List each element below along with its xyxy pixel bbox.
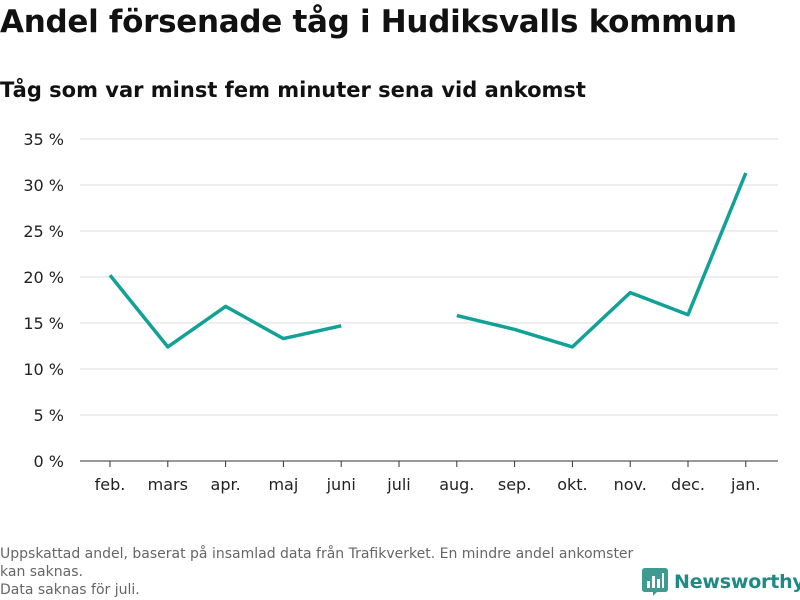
x-tick-label: aug. bbox=[439, 475, 474, 494]
bar-chart-logo-icon bbox=[642, 568, 668, 596]
x-tick-label: feb. bbox=[95, 475, 126, 494]
x-tick-label: juli bbox=[386, 475, 410, 494]
x-tick-label: apr. bbox=[211, 475, 241, 494]
y-tick-label: 15 % bbox=[23, 314, 64, 333]
x-tick-label: nov. bbox=[614, 475, 647, 494]
y-tick-label: 0 % bbox=[34, 452, 64, 471]
chart-subtitle: Tåg som var minst fem minuter sena vid a… bbox=[0, 78, 586, 102]
x-tick-label: juni bbox=[326, 475, 356, 494]
x-tick-label: dec. bbox=[671, 475, 705, 494]
brand-logo: Newsworthy bbox=[642, 567, 800, 597]
x-tick-label: sep. bbox=[498, 475, 531, 494]
series-line bbox=[108, 172, 748, 349]
brand-name: Newsworthy bbox=[674, 571, 800, 593]
footnote-missing-data: Data saknas för juli. bbox=[0, 582, 140, 598]
x-tick-label: maj bbox=[268, 475, 298, 494]
y-tick-label: 20 % bbox=[23, 268, 64, 287]
x-tick-label: okt. bbox=[557, 475, 587, 494]
y-tick-label: 5 % bbox=[34, 406, 64, 425]
y-tick-label: 10 % bbox=[23, 360, 64, 379]
footnote: Uppskattad andel, baserat på insamlad da… bbox=[0, 545, 640, 599]
y-tick-label: 30 % bbox=[23, 176, 64, 195]
y-tick-label: 25 % bbox=[23, 222, 64, 241]
chart-title: Andel försenade tåg i Hudiksvalls kommun bbox=[0, 4, 737, 40]
footnote-source: Uppskattad andel, baserat på insamlad da… bbox=[0, 546, 634, 580]
x-tick-label: mars bbox=[148, 475, 188, 494]
x-tick-label: jan. bbox=[730, 475, 760, 494]
line-chart: 0 % 5 % 10 % 15 % 20 % 25 % 30 % 35 % feb. mars ap… bbox=[23, 130, 778, 494]
y-tick-label: 35 % bbox=[23, 130, 64, 149]
